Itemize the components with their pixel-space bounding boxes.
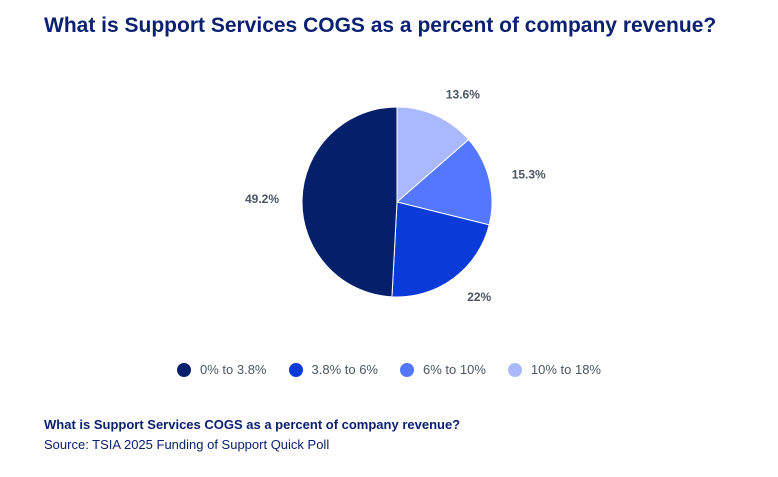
legend-item-0pct-to-3-8pct: 0% to 3.8%	[177, 362, 267, 377]
footer-title: What is Support Services COGS as a perce…	[44, 417, 461, 432]
legend-swatch-6pct-to-10pct	[400, 362, 414, 377]
pie-slice-3-8pct-to-6pct	[391, 201, 490, 298]
data-label-3-8pct-to-6pct: 22%	[467, 290, 491, 304]
legend-item-3-8pct-to-6pct: 3.8% to 6%	[288, 362, 379, 377]
pie-chart: 13.6% 15.3% 22% 49.2%	[245, 88, 546, 304]
chart-title: What is Support Services COGS as a perce…	[44, 14, 717, 37]
pie-slice-6pct-to-10pct	[395, 138, 493, 226]
legend-item-10pct-to-18pct: 10% to 18%	[507, 362, 601, 377]
legend-label-10pct-to-18pct: 10% to 18%	[530, 362, 601, 377]
legend-label-0pct-to-3-8pct: 0% to 3.8%	[200, 362, 267, 377]
data-label-6pct-to-10pct: 15.3%	[512, 167, 546, 181]
pie-slice-0pct-to-3-8pct	[301, 106, 398, 298]
footer-source: Source: TSIA 2025 Funding of Support Qui…	[44, 437, 330, 452]
legend-swatch-3-8pct-to-6pct	[288, 362, 303, 377]
legend-label-3-8pct-to-6pct: 3.8% to 6%	[311, 362, 379, 377]
legend-label-6pct-to-10pct: 6% to 10%	[423, 362, 486, 377]
legend-swatch-10pct-to-18pct	[507, 362, 522, 377]
legend-swatch-0pct-to-3-8pct	[177, 362, 191, 377]
pie-slice-10pct-to-18pct	[396, 106, 470, 204]
legend-item-6pct-to-10pct: 6% to 10%	[400, 362, 486, 377]
data-label-0pct-to-3-8pct: 49.2%	[245, 192, 279, 206]
data-label-10pct-to-18pct: 13.6%	[446, 88, 480, 102]
chart-legend: 0% to 3.8% 3.8% to 6% 6% to 10% 10% to 18%	[0, 362, 778, 377]
